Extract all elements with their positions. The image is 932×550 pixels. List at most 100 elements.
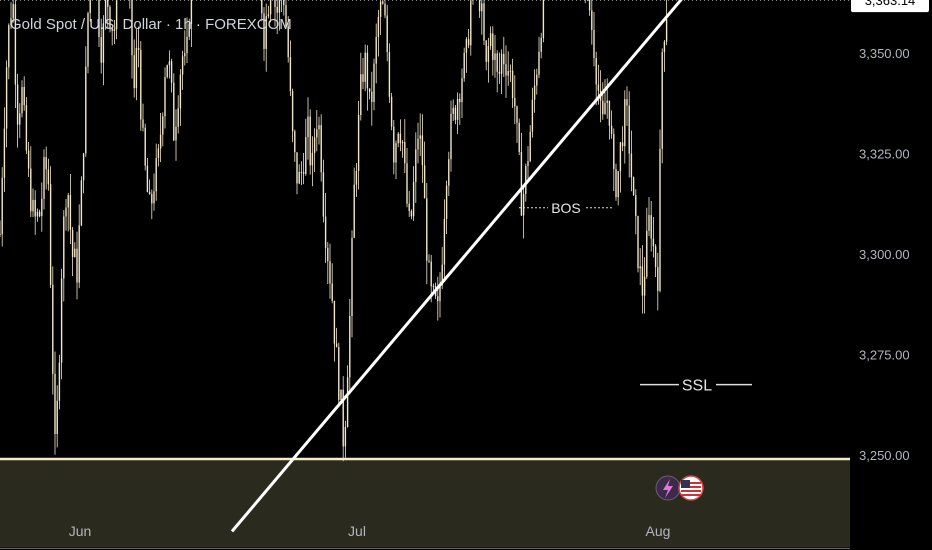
candle-body <box>487 46 490 62</box>
candle-body <box>531 99 534 132</box>
candle-body <box>617 171 619 198</box>
candle-body <box>344 426 347 447</box>
candle-body <box>287 26 289 58</box>
candle-body <box>89 0 91 14</box>
candle-body <box>74 248 76 258</box>
candle-body <box>65 207 67 217</box>
candle-body <box>588 0 591 11</box>
candle-body <box>437 296 439 302</box>
price-axis[interactable]: 3,250.00 3,275.00 3,300.00 3,325.00 3,350.00… <box>851 0 929 463</box>
candle-body <box>78 225 80 283</box>
candle-body <box>298 171 300 184</box>
candle-body <box>36 211 39 217</box>
candle-body <box>162 116 164 135</box>
candle-body <box>291 91 294 132</box>
candle-body <box>63 216 65 279</box>
candle-body <box>643 276 646 296</box>
candle-body <box>661 52 663 149</box>
candle-body <box>428 260 430 262</box>
candle-body <box>494 53 496 60</box>
candle-body <box>353 184 355 238</box>
candles-layer <box>0 0 668 462</box>
candle-body <box>43 157 45 199</box>
candle-body <box>3 128 6 178</box>
candle-body <box>16 84 19 125</box>
candle-body <box>107 0 109 7</box>
candle-body <box>659 148 661 291</box>
candle-body <box>465 39 468 53</box>
candle-body <box>21 86 23 114</box>
candle-body <box>19 113 21 125</box>
candle-body <box>483 3 485 41</box>
candle-body <box>518 122 520 153</box>
candle-body <box>489 33 492 47</box>
y-tick-label: 3,300.00 <box>859 247 910 262</box>
candle-body <box>630 153 633 178</box>
candle-body <box>448 159 450 186</box>
candle-body <box>492 33 494 60</box>
candle-body <box>309 116 311 166</box>
candle-body <box>179 74 182 109</box>
candle-body <box>168 61 171 66</box>
candle-body <box>52 284 54 374</box>
candle-body <box>41 198 43 217</box>
x-tick-label: Aug <box>646 523 671 539</box>
candle-body <box>278 0 281 13</box>
candle-body <box>146 165 149 192</box>
candle-body <box>454 107 457 120</box>
candle-body <box>401 142 404 144</box>
candle-body <box>610 125 613 135</box>
candle-body <box>406 163 408 204</box>
candle-body <box>47 169 50 185</box>
candle-body <box>665 19 668 42</box>
candle-body <box>648 215 650 231</box>
candle-body <box>12 4 14 19</box>
candle-body <box>76 248 78 283</box>
candle-body <box>285 5 287 27</box>
candle-body <box>608 100 611 126</box>
ascending-trendline[interactable] <box>230 0 850 533</box>
candle-body <box>652 238 655 247</box>
candle-body <box>115 0 118 30</box>
candle-body <box>155 158 157 192</box>
lines-layer <box>0 0 850 533</box>
candle-body <box>60 278 63 363</box>
candle-body <box>657 266 659 291</box>
candle-body <box>342 389 344 447</box>
candle-body <box>190 0 193 24</box>
candle-body <box>331 283 333 301</box>
annotations-layer: BSLBOSSSL <box>519 200 752 395</box>
candle-body <box>267 14 270 17</box>
candle-body <box>170 61 173 83</box>
candle-body <box>626 99 628 106</box>
candle-body <box>628 105 630 154</box>
candle-body <box>538 51 540 75</box>
time-axis[interactable]: Jun Jul Aug <box>69 523 671 539</box>
candle-body <box>289 57 292 92</box>
y-tick-label: 3,250.00 <box>859 448 910 463</box>
candle-body <box>485 40 487 62</box>
candle-body <box>355 170 358 185</box>
candle-body <box>0 233 1 235</box>
candle-body <box>377 17 380 37</box>
candle-body <box>329 261 331 284</box>
candle-body <box>351 237 353 317</box>
candle-body <box>276 6 278 13</box>
candle-body <box>621 142 624 147</box>
candle-body <box>113 29 116 31</box>
candle-body <box>500 53 503 74</box>
candle-body <box>507 71 509 76</box>
candle-body <box>173 82 175 141</box>
y-tick-label: 3,350.00 <box>859 46 910 61</box>
candle-body <box>98 0 100 37</box>
current-price-tag <box>851 0 929 13</box>
candle-body <box>379 1 382 18</box>
flag-canton <box>681 480 690 488</box>
candle-body <box>533 85 536 100</box>
candle-body <box>613 134 615 170</box>
candle-body <box>100 36 102 63</box>
candle-body <box>496 53 498 72</box>
candle-body <box>443 219 446 265</box>
candle-body <box>388 52 391 97</box>
